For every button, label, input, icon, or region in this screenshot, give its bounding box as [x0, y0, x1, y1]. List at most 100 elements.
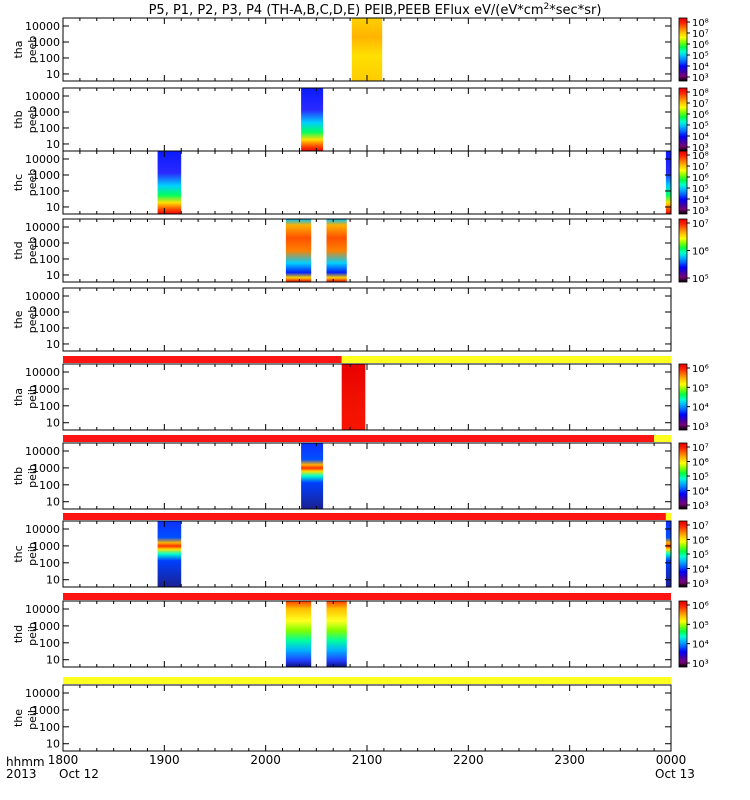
colorbar-tick-label: 10⁶: [692, 40, 709, 51]
y-tick-label: 100: [39, 400, 60, 413]
x-tick-label: 2300: [554, 753, 585, 767]
y-label-quantity: peeb: [26, 306, 39, 334]
panel-the-peib: 10000 1000 100 10 the peib: [12, 677, 672, 752]
figure-title: P5, P1, P2, P3, P4 (TH-A,B,C,D,E) PEIB,P…: [149, 2, 602, 18]
spectrogram-block-0: [157, 151, 182, 214]
y-tick-label: 100: [39, 479, 60, 492]
y-label-quantity: peeb: [26, 237, 39, 265]
y-tick-label: 100: [39, 322, 60, 335]
x-tick-label: 1900: [149, 753, 180, 767]
y-tick-label: 1000: [32, 106, 60, 119]
y-label-probe: tha: [12, 388, 25, 406]
y-tick-label: 10: [46, 654, 60, 667]
title-end: *sec*sr): [549, 3, 601, 18]
colorbar-thb-peib: [678, 442, 688, 510]
panel-frame: [62, 442, 672, 510]
y-label-quantity: peib: [26, 706, 39, 730]
y-label-quantity: peib: [26, 464, 39, 488]
title-main: P5, P1, P2, P3, P4 (TH-A,B,C,D,E) PEIB,P…: [149, 3, 544, 18]
y-tick-label: 10: [46, 417, 60, 430]
colorbar-tick-label: 10³: [692, 206, 709, 217]
y-label-probe: thb: [12, 110, 25, 128]
panel-frame: [62, 87, 672, 152]
panel-thb-peib: 10000 1000 100 10 thb peib 10⁷ 10⁶ 10⁵ 10⁴ 10³: [12, 435, 709, 512]
spectrogram-block-1: [665, 521, 671, 587]
y-tick-label: 10000: [25, 603, 60, 616]
colorbar-thc-peib: [678, 520, 688, 588]
colorbar-tick-label: 10⁵: [692, 620, 709, 631]
x-tick-label: 2100: [352, 753, 383, 767]
colorbar-tick-label: 10⁶: [692, 458, 709, 469]
spectrogram-block-1: [665, 151, 671, 214]
y-tick-label: 10000: [25, 20, 60, 33]
colorbar-tick-label: 10⁸: [692, 18, 709, 29]
quality-bar-segment-1: [654, 435, 671, 442]
x-tick-label: 0000: [656, 753, 687, 767]
y-label-probe: the: [12, 310, 25, 328]
y-tick-label: 10000: [25, 290, 60, 303]
colorbar-tick-label: 10⁸: [692, 88, 709, 99]
y-label-quantity: peeb: [26, 106, 39, 134]
x-date-start: Oct 12: [59, 767, 99, 781]
y-tick-label: 1000: [32, 540, 60, 553]
quality-bar-segment-0: [63, 435, 655, 442]
y-tick-label: 1000: [32, 383, 60, 396]
colorbar-tick-label: 10⁶: [692, 173, 709, 184]
y-tick-label: 10000: [25, 445, 60, 458]
y-label-probe: the: [12, 709, 25, 727]
y-label-quantity: peib: [26, 622, 39, 646]
y-tick-label: 1000: [32, 462, 60, 475]
spectrogram-block-0: [285, 219, 312, 282]
x-tick-label: 2000: [250, 753, 281, 767]
colorbar-tha-peeb: [678, 17, 688, 82]
colorbar-tick-label: 10⁷: [692, 443, 709, 454]
quality-bar-segment-1: [341, 356, 671, 363]
colorbar-tick-label: 10⁵: [692, 51, 709, 62]
y-tick-label: 1000: [32, 169, 60, 182]
colorbar-tick-label: 10³: [692, 143, 709, 154]
colorbar-tick-label: 10⁴: [692, 195, 709, 206]
quality-bar-segment-0: [63, 513, 666, 520]
x-date-end: Oct 13: [655, 767, 695, 781]
y-tick-label: 10: [46, 738, 60, 751]
quality-bar-segment-0: [63, 677, 671, 684]
y-tick-label: 10: [46, 338, 60, 351]
panel-frame: [62, 363, 672, 431]
colorbar-tick-label: 10⁶: [692, 364, 709, 375]
x-row-label-hhmm: hhmm: [6, 755, 45, 769]
colorbar-tick-label: 10⁴: [692, 487, 709, 498]
y-tick-label: 10: [46, 269, 60, 282]
colorbar-tick-label: 10⁷: [692, 162, 709, 173]
y-tick-label: 10000: [25, 153, 60, 166]
quality-bar-segment-0: [63, 593, 671, 600]
panel-the-peeb: 10000 1000 100 10 the peeb: [12, 287, 672, 352]
colorbar-thb-peeb: [678, 87, 688, 152]
colorbar-tick-label: 10³: [692, 501, 709, 512]
colorbar-tick-label: 10⁴: [692, 640, 709, 651]
panel-thc-peib: 10000 1000 100 10 thc peib 10⁷ 10⁶ 10⁵ 10⁴ 10³: [12, 513, 709, 590]
colorbar-tick-label: 10⁷: [692, 521, 709, 532]
y-label-quantity: peib: [26, 542, 39, 566]
y-label-probe: thd: [12, 625, 25, 643]
y-tick-label: 100: [39, 721, 60, 734]
colorbar-tick-label: 10⁷: [692, 29, 709, 40]
colorbar-thd-peeb: [678, 218, 688, 283]
panel-frame: [62, 287, 672, 352]
colorbar-tick-label: 10⁴: [692, 403, 709, 414]
y-tick-label: 1000: [32, 36, 60, 49]
y-label-probe: thb: [12, 467, 25, 485]
spectrogram-block-1: [326, 219, 347, 282]
colorbar-tick-label: 10⁵: [692, 550, 709, 561]
colorbar-thd-peib: [678, 600, 688, 668]
y-tick-label: 1000: [32, 306, 60, 319]
x-axis: hhmm 2013 Oct 12 Oct 13 1800 1900 2000 2100…: [6, 753, 695, 781]
y-tick-label: 1000: [32, 620, 60, 633]
y-tick-label: 1000: [32, 704, 60, 717]
panel-frame: [62, 520, 672, 588]
y-tick-label: 10000: [25, 687, 60, 700]
y-label-probe: thc: [12, 545, 25, 562]
